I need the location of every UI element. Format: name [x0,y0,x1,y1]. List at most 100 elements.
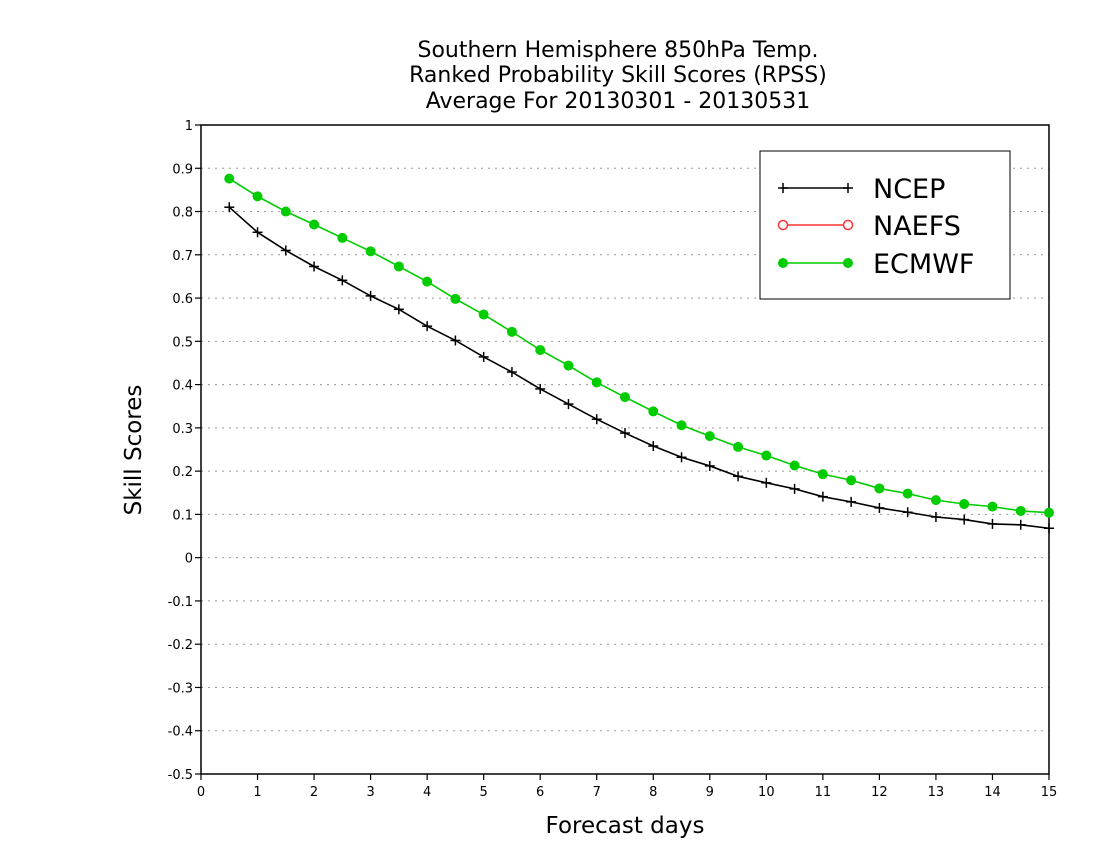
data-point-ecmwf [1015,505,1026,516]
data-point-ncep [563,399,574,410]
y-tick-label: -0.3 [168,681,193,696]
x-tick-label: 11 [815,785,832,800]
data-point-ncep [1015,519,1026,530]
data-point-ncep [365,290,376,301]
y-tick-label: 0.6 [172,292,193,307]
y-tick-label: 0.9 [172,162,193,177]
x-tick-label: 2 [310,785,318,800]
x-tick-label: 4 [423,785,431,800]
legend-items: NCEP NAEFS ECMWF [777,174,974,280]
data-point-ncep [224,202,235,213]
data-point-ncep [506,367,517,378]
legend-marker-ecmwf [843,258,853,268]
x-tick-label: 13 [928,785,945,800]
x-tick-label: 6 [536,785,544,800]
legend-label-ecmwf: ECMWF [873,249,974,280]
data-point-ncep [987,518,998,529]
legend: NCEP NAEFS ECMWF [759,150,1011,300]
data-point-ecmwf [761,450,772,461]
data-point-ncep [309,261,320,272]
data-point-ncep [478,351,489,362]
x-tick-label: 8 [649,785,657,800]
plot-frame [200,124,1050,775]
data-point-ecmwf [506,326,517,337]
data-point-ecmwf [280,206,291,217]
series-line-ncep [228,206,1050,530]
x-tick-label: 1 [253,785,261,800]
x-tick-label: 7 [593,785,601,800]
y-tick-label: -0.1 [168,595,193,610]
chart-title-line-2: Ranked Probability Skill Scores (RPSS) [409,63,827,88]
data-point-ecmwf [591,377,602,388]
data-point-ecmwf [648,406,659,417]
data-point-ecmwf [930,495,941,506]
gridlines [201,167,1049,732]
data-point-ncep [704,460,715,471]
data-point-ecmwf [733,441,744,452]
y-axis-label: Skill Scores [121,385,147,516]
data-point-ncep [280,245,291,256]
data-point-ncep [846,496,857,507]
data-point-ecmwf [224,173,235,184]
x-tick-label: 14 [984,785,1001,800]
data-point-ncep [817,491,828,502]
y-tick-label: 0.1 [172,508,193,523]
data-point-ncep [930,511,941,522]
data-point-ecmwf [563,360,574,371]
data-point-ncep [337,275,348,286]
data-point-ncep [959,514,970,525]
data-point-ncep [591,414,602,425]
data-point-ncep [620,428,630,439]
x-tick-label: 5 [480,785,488,800]
data-point-ncep [393,304,404,315]
legend-item-ecmwf: ECMWF [778,249,974,280]
axis-ticks: -0.5 -0.4 -0.3 -0.2 -0.1 0 0.1 0.2 0.3 0.4 0.5 0.6 0… [168,119,1058,800]
y-tick-label: 0 [185,552,193,567]
data-point-ecmwf [902,488,913,499]
legend-label-naefs: NAEFS [873,211,961,242]
data-point-ncep [535,383,546,394]
data-point-ecmwf [874,483,885,494]
data-point-ncep [874,502,885,513]
legend-marker-naefs [777,219,789,231]
data-point-ncep [676,452,687,463]
legend-item-ncep: NCEP [778,174,945,205]
series-ncep [224,202,1054,534]
y-tick-label: -0.4 [168,725,193,740]
y-tick-label: 0.5 [172,335,193,350]
legend-item-naefs: NAEFS [777,211,961,242]
y-tick-label: 0.4 [172,379,193,394]
data-point-ecmwf [337,232,348,243]
data-point-ecmwf [704,431,715,442]
data-point-ecmwf [789,460,800,471]
y-tick-label: -0.5 [168,768,193,783]
x-axis-label: Forecast days [546,813,705,839]
data-point-ecmwf [309,219,320,230]
data-point-ncep [252,227,263,238]
data-point-ecmwf [535,344,546,355]
data-point-ncep [1044,523,1054,534]
data-point-ncep [422,321,433,332]
y-tick-label: 0.7 [172,249,193,264]
legend-label-ncep: NCEP [873,174,945,205]
chart-title-line-1: Southern Hemisphere 850hPa Temp. [418,38,819,63]
data-point-ecmwf [817,469,828,480]
series-ecmwf [224,173,1054,518]
x-tick-label: 12 [871,785,888,800]
data-point-ecmwf [252,191,263,202]
data-point-ecmwf [393,261,404,272]
x-tick-label: 15 [1041,785,1058,800]
data-point-ecmwf [1044,507,1054,518]
y-tick-label: 0.2 [172,465,193,480]
y-tick-label: 0.8 [172,206,193,221]
x-tick-label: 9 [706,785,714,800]
chart-title-line-3: Average For 20130301 - 20130531 [426,89,811,114]
data-point-ecmwf [620,392,630,403]
data-point-ncep [761,477,772,488]
x-tick-label: 0 [197,785,205,800]
legend-marker-ecmwf [778,258,788,268]
legend-marker-ncep [843,183,853,193]
data-point-ncep [648,441,659,452]
data-point-ecmwf [987,501,998,512]
